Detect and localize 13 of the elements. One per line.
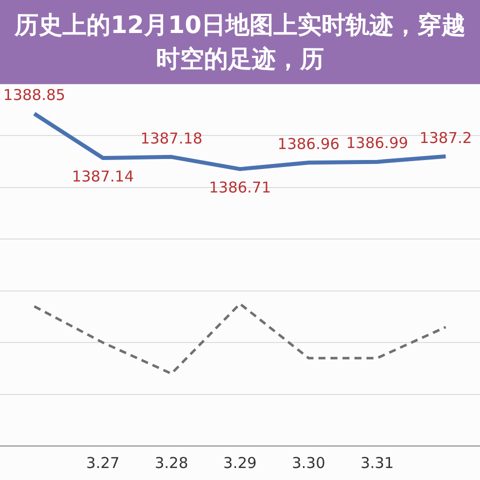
data-label: 1387.18 [140, 129, 202, 148]
x-tick-label: 3.28 [154, 454, 188, 472]
data-label: 1387.14 [72, 167, 134, 186]
data-label: 1386.71 [208, 178, 272, 196]
data-label: 1388.85 [3, 86, 66, 104]
data-label: 1386.99 [346, 134, 408, 152]
x-tick-label: 3.31 [360, 454, 394, 472]
chart-title: 历史上的12月10日地图上实时轨迹，穿越时空的足迹，历 [0, 0, 480, 84]
x-tick-label: 3.29 [223, 454, 257, 472]
x-tick-label: 3.27 [86, 454, 120, 472]
x-tick-label: 3.30 [292, 454, 326, 472]
data-label: 1386.96 [278, 134, 340, 153]
data-label: 1387.2 [419, 128, 472, 147]
